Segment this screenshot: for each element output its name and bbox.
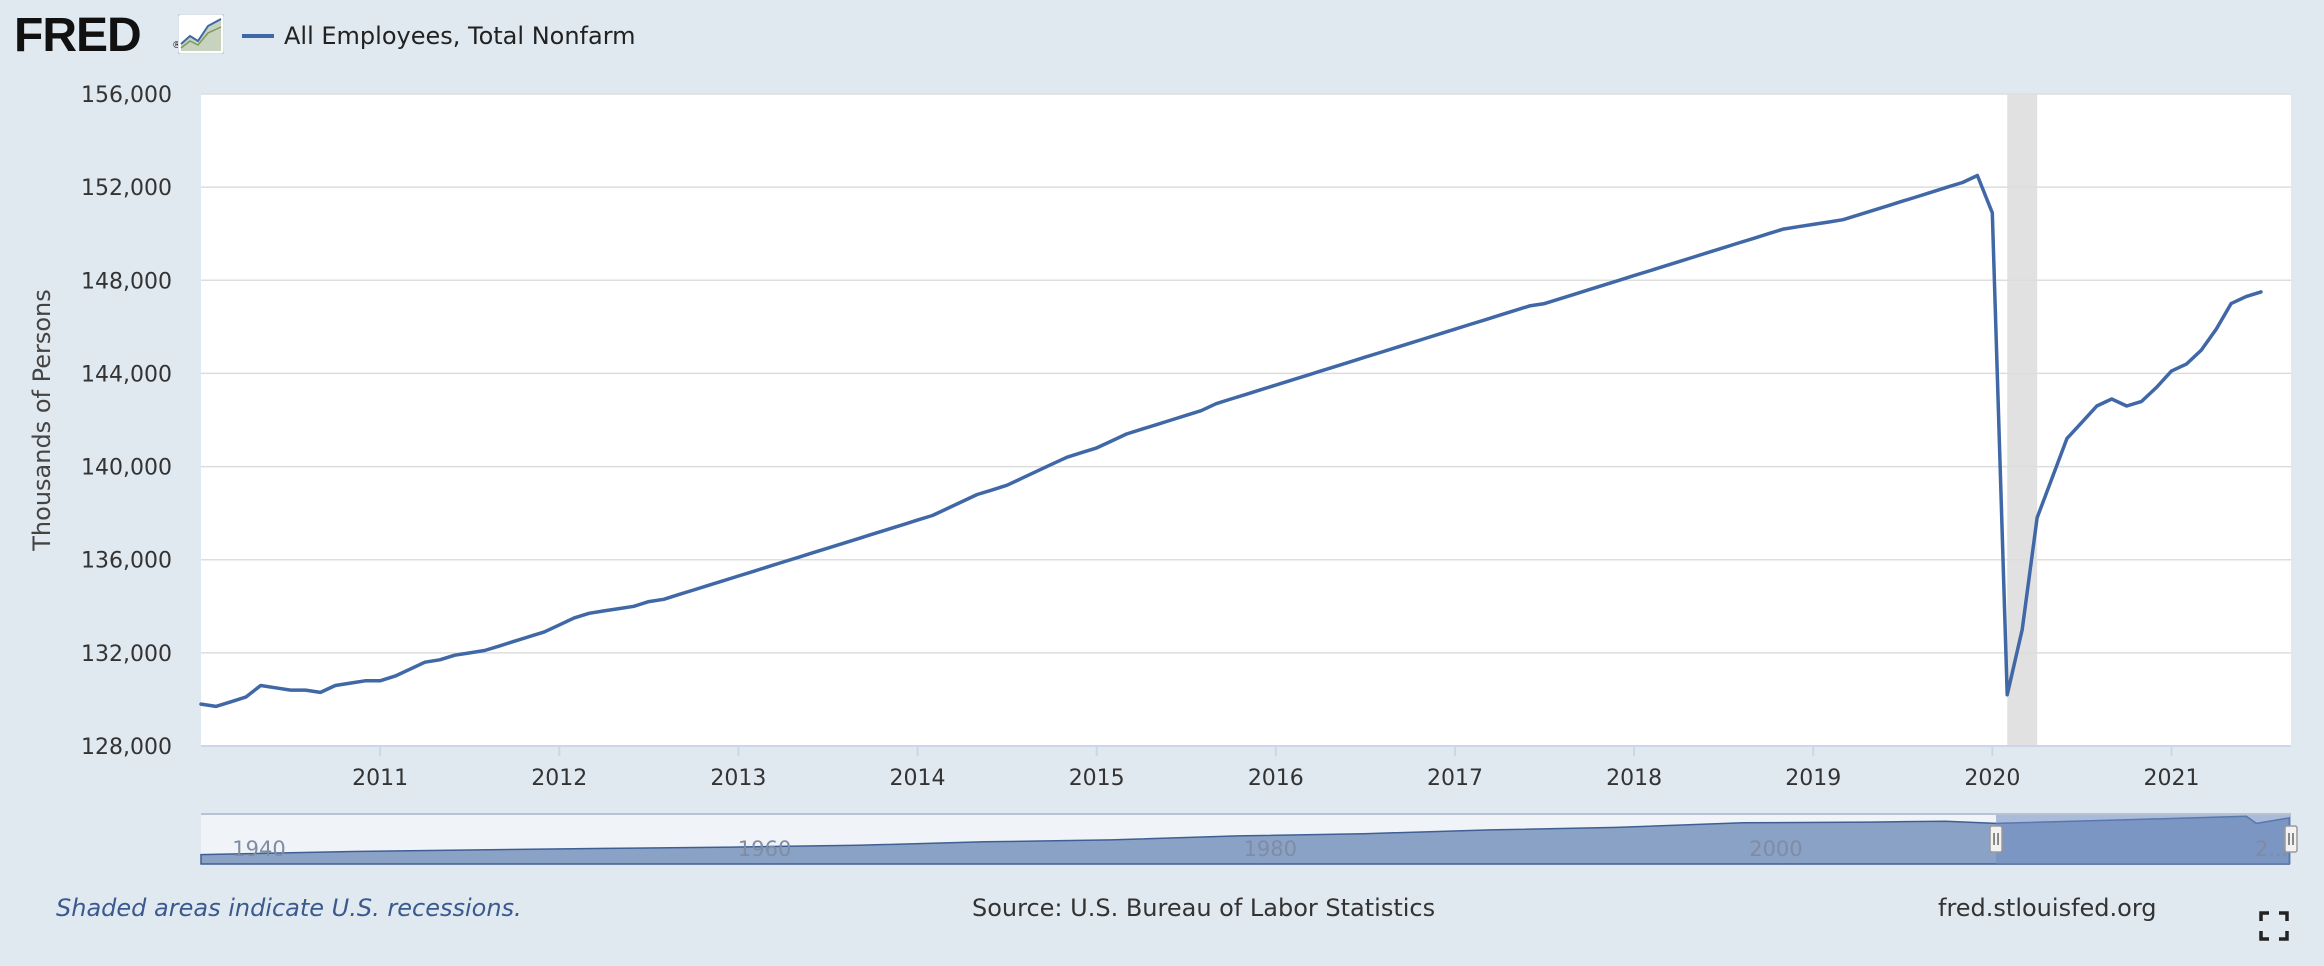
x-tick-label: 2014 bbox=[890, 766, 946, 791]
y-tick-label: 156,000 bbox=[81, 83, 172, 108]
recession-band bbox=[2007, 94, 2038, 746]
series-line[interactable] bbox=[199, 173, 2263, 709]
x-tick-label: 2019 bbox=[1785, 766, 1841, 791]
grid-lines bbox=[201, 93, 2291, 654]
y-tick-label: 128,000 bbox=[81, 735, 172, 760]
x-tick-label: 2017 bbox=[1427, 766, 1483, 791]
x-tick-label: 2018 bbox=[1606, 766, 1662, 791]
navigator-handle-right[interactable] bbox=[2284, 825, 2298, 853]
recession-shading bbox=[2007, 94, 2038, 746]
y-tick-label: 152,000 bbox=[81, 176, 172, 201]
legend-line-swatch bbox=[242, 34, 274, 38]
recession-note: Shaded areas indicate U.S. recessions. bbox=[56, 894, 522, 922]
handle-body[interactable] bbox=[2284, 825, 2298, 853]
navigator-year-label: 1960 bbox=[738, 837, 791, 861]
series-group[interactable] bbox=[199, 173, 2263, 709]
x-axis: 2011 2012 2013 2014 2015 2016 2017 2018 2019 2020… bbox=[352, 746, 2200, 791]
fred-logo-registered-mark: ® bbox=[172, 40, 182, 51]
navigator-handle-left[interactable] bbox=[1989, 825, 2003, 853]
y-tick-label: 140,000 bbox=[81, 456, 172, 481]
fred-url-link[interactable]: fred.stlouisfed.org bbox=[1938, 894, 2157, 922]
y-tick-label: 132,000 bbox=[81, 642, 172, 667]
legend-label[interactable]: All Employees, Total Nonfarm bbox=[284, 22, 636, 50]
graph-icon[interactable] bbox=[178, 14, 224, 54]
x-tick-label: 2020 bbox=[1964, 766, 2020, 791]
x-tick-label: 2012 bbox=[531, 766, 587, 791]
range-navigator[interactable]: 1940 1960 1980 2000 2... bbox=[200, 813, 2298, 865]
navigator-year-label: 1980 bbox=[1244, 837, 1297, 861]
plot-background bbox=[201, 94, 2291, 746]
navigator-year-label: 2000 bbox=[1749, 837, 1802, 861]
y-axis: 128,000 132,000 136,000 140,000 144,000 148,0… bbox=[81, 83, 2291, 760]
y-axis-title: Thousands of Persons bbox=[28, 289, 56, 551]
navigator-selection[interactable] bbox=[1996, 814, 2291, 864]
navigator-year-label: 1940 bbox=[232, 837, 285, 861]
source-note: Source: U.S. Bureau of Labor Statistics bbox=[972, 894, 1436, 922]
x-tick-label: 2011 bbox=[352, 766, 408, 791]
y-tick-label: 148,000 bbox=[81, 269, 172, 294]
x-tick-label: 2015 bbox=[1069, 766, 1125, 791]
fred-logo[interactable]: FRED bbox=[14, 9, 142, 62]
y-tick-label: 136,000 bbox=[81, 549, 172, 574]
y-tick-label: 144,000 bbox=[81, 362, 172, 387]
navigator-year-label: 2... bbox=[2255, 837, 2288, 861]
x-tick-label: 2021 bbox=[2144, 766, 2200, 791]
handle-body[interactable] bbox=[1989, 825, 2003, 853]
fullscreen-icon[interactable] bbox=[2258, 910, 2290, 942]
x-tick-label: 2016 bbox=[1248, 766, 1304, 791]
x-tick-label: 2013 bbox=[710, 766, 766, 791]
chart-legend[interactable]: All Employees, Total Nonfarm bbox=[242, 16, 636, 56]
